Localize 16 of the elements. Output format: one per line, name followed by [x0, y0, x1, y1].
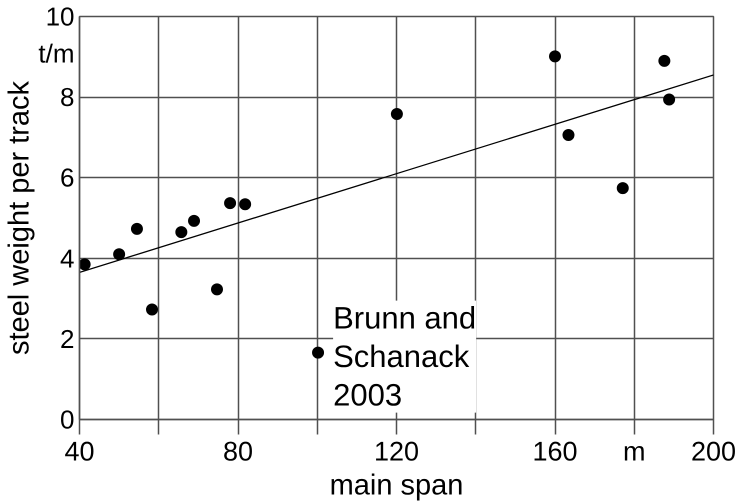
- y-tick-label: 6: [60, 162, 75, 193]
- x-tick-label: 200: [690, 436, 736, 466]
- y-tick-label: 8: [60, 82, 75, 112]
- x-tick-label: 120: [374, 436, 420, 466]
- y-tick-label: 0: [60, 404, 75, 434]
- text: t/m: [38, 38, 75, 69]
- y-tick-label: 4: [60, 243, 75, 274]
- x-tick-label: 80: [222, 436, 254, 466]
- y-axis-title: steel weight per track: [3, 80, 36, 356]
- y-tick-label: 10: [46, 2, 74, 32]
- y-tick-label: 2: [60, 324, 75, 354]
- x-tick-label: 40: [64, 436, 95, 466]
- x-tick-label: 160: [532, 436, 578, 466]
- annotation: Brunn and Schanack 2003: [333, 300, 476, 413]
- x-axis-title: main span: [330, 470, 464, 502]
- x-tick-label: m: [623, 436, 646, 466]
